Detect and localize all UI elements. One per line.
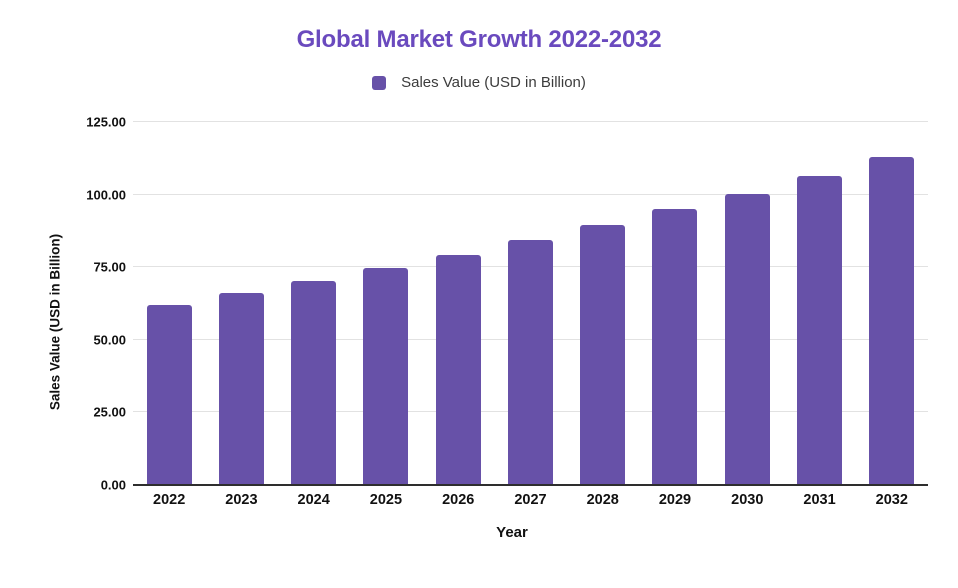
legend-swatch-icon — [372, 75, 387, 90]
bar-band — [278, 122, 350, 485]
bar-band — [494, 122, 566, 485]
bar-band — [639, 122, 711, 485]
bar-band — [133, 122, 205, 485]
y-tick-labels: 0.00 25.00 50.00 75.00 100.00 125.00 — [0, 115, 126, 493]
bar-2031 — [797, 176, 843, 485]
chart-title: Global Market Growth 2022-2032 — [296, 26, 662, 53]
bar-series — [133, 122, 928, 485]
bar-2028 — [580, 225, 626, 485]
gridline — [133, 121, 928, 122]
bar-band — [783, 122, 855, 485]
x-tick-label-2029: 2029 — [658, 492, 692, 508]
bar-2032 — [869, 156, 915, 485]
y-tick-label: 125.00 — [86, 114, 126, 130]
y-tick-label: 0.00 — [100, 477, 126, 493]
legend: Sales Value (USD in Billion) — [0, 74, 958, 91]
x-tick-label-2028: 2028 — [586, 492, 619, 508]
bar-2026 — [435, 255, 481, 485]
x-tick-label-2025: 2025 — [369, 492, 403, 508]
bar-band — [856, 122, 928, 485]
bar-band — [711, 122, 783, 485]
x-tick-label-2027: 2027 — [514, 492, 547, 508]
y-tick-label: 50.00 — [93, 332, 126, 348]
legend-label: Sales Value (USD in Billion) — [401, 74, 586, 91]
y-tick-label: 75.00 — [93, 259, 126, 275]
bar-2029 — [652, 209, 698, 485]
bar-band — [205, 122, 277, 485]
y-tick-label: 100.00 — [86, 187, 126, 203]
bar-2022 — [146, 304, 192, 485]
bar-2025 — [363, 267, 409, 485]
plot-area — [133, 121, 928, 486]
bar-band — [567, 122, 639, 485]
gridline — [133, 193, 928, 195]
bar-2027 — [507, 240, 553, 485]
x-tick-label-2031: 2031 — [803, 492, 836, 508]
x-tick-label-2023: 2023 — [225, 492, 258, 508]
y-tick-label: 25.00 — [93, 404, 126, 420]
x-tick-label-2030: 2030 — [731, 492, 764, 508]
bar-band — [350, 122, 422, 485]
x-tick-labels: 2022 2023 2024 2025 2026 2027 2028 2029 2030 2031… — [133, 492, 928, 508]
bar-2023 — [218, 293, 264, 485]
bar-2030 — [724, 193, 770, 485]
bar-band — [422, 122, 494, 485]
x-axis-title: Year — [496, 524, 528, 541]
x-axis-line — [133, 484, 928, 486]
x-tick-label-2024: 2024 — [297, 492, 330, 508]
x-tick-label-2032: 2032 — [875, 492, 908, 508]
x-tick-label-2026: 2026 — [442, 492, 475, 508]
x-tick-label-2022: 2022 — [153, 492, 186, 508]
bar-2024 — [291, 280, 337, 485]
